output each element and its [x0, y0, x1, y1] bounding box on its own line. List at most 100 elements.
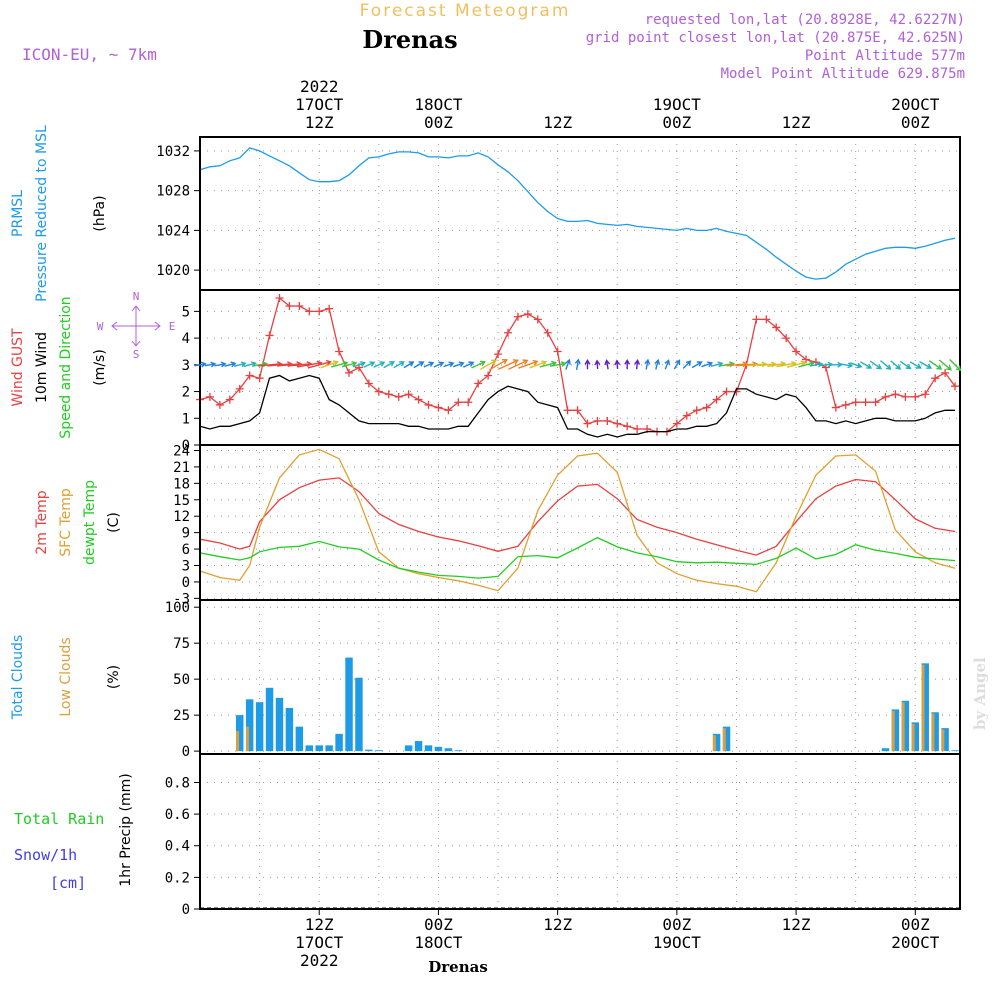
wind-arrow: [664, 359, 671, 370]
wind-arrow: [909, 361, 922, 369]
ytick-label: 0: [182, 575, 190, 591]
gust-marker: [503, 328, 512, 337]
top-time-label: 00Z: [662, 113, 691, 132]
ytick-label: 1020: [156, 263, 190, 279]
ytick-label: 5: [182, 304, 190, 320]
ytick-label: 50: [173, 672, 190, 688]
wind-arrow: [278, 361, 303, 368]
wind-arrow: [890, 360, 902, 370]
footer-location: Drenas: [428, 958, 488, 976]
gust-marker: [911, 392, 920, 401]
gust-marker: [374, 387, 383, 396]
gust-marker: [921, 390, 930, 399]
total-cloud-bar: [375, 750, 383, 752]
wind-arrow: [529, 360, 548, 369]
wind-compass-legend: N S W E: [97, 290, 176, 361]
gust-marker: [484, 371, 493, 380]
wind-arrow: [463, 361, 475, 368]
wind-arrow: [682, 360, 692, 369]
total-cloud-bar: [414, 741, 423, 752]
wind-arrow: [565, 358, 571, 370]
total-cloud-bar: [921, 663, 929, 752]
low-cloud-bar: [911, 723, 915, 752]
gust-marker: [682, 411, 691, 420]
top-time-label: 00Z: [424, 113, 453, 132]
wind-arrow: [307, 359, 332, 369]
ytick-label: 1: [182, 411, 190, 427]
bottom-time-label: 00Z: [662, 915, 691, 934]
total-cloud-bar: [424, 745, 433, 752]
top-time-label: 17OCT: [295, 95, 344, 114]
wind-arrow: [433, 361, 445, 368]
credit-text: by Angel: [971, 657, 989, 730]
gust-marker: [931, 374, 940, 383]
wind-arrow: [849, 362, 863, 369]
wind-arrow: [352, 361, 366, 368]
top-time-label: 18OCT: [414, 95, 463, 114]
wind-arrow: [869, 360, 883, 370]
ytick-label: 1028: [156, 184, 190, 200]
ytick-label: 0: [182, 744, 190, 760]
total-cloud-bar: [255, 702, 264, 752]
axis-label: (%): [106, 665, 122, 689]
gust-marker: [901, 392, 910, 401]
ytick-label: 75: [173, 636, 190, 652]
model-altitude: Model Point Altitude 629.875m: [721, 66, 965, 82]
axis-label: Pressure Reduced to MSL: [34, 125, 50, 302]
gust-marker: [345, 368, 354, 377]
gust-marker: [623, 422, 632, 431]
total-cloud-bar: [712, 733, 721, 752]
gust-marker: [841, 400, 850, 409]
wind-arrow: [574, 358, 581, 371]
wind-arrow: [320, 360, 339, 369]
wind-arrow: [452, 361, 465, 368]
gust-marker: [255, 374, 264, 383]
gust-marker: [235, 384, 244, 393]
wind-arrow: [928, 360, 943, 370]
total-cloud-bar: [891, 709, 900, 752]
compass-west: W: [97, 320, 104, 333]
total-cloud-bar: [931, 712, 939, 752]
total-cloud-bar: [434, 746, 443, 752]
wind-arrow: [614, 359, 621, 369]
wind-arrow: [423, 361, 435, 368]
gust-marker: [941, 368, 950, 377]
ytick-label: 3: [182, 358, 190, 374]
wind-arrow: [214, 361, 227, 368]
gust-marker: [394, 392, 403, 401]
wind-arrow: [443, 361, 455, 368]
gust-marker: [583, 419, 592, 428]
compass-north: N: [133, 290, 140, 303]
wind-arrow: [594, 359, 601, 369]
gust-marker: [275, 294, 284, 303]
axis-label: SFC Temp: [58, 488, 74, 557]
wind-arrow: [403, 361, 415, 369]
low-cloud-bar: [712, 735, 716, 752]
wind-arrow: [691, 361, 703, 369]
ytick-label: 0.4: [165, 839, 190, 855]
top-time-label: 12Z: [305, 113, 334, 132]
bottom-time-label: 20OCT: [891, 933, 940, 952]
panel-wind: 0 1 2 3 4 5 Wind GUST 10m Wind Speed and Directi…: [10, 289, 961, 454]
gust-marker: [335, 347, 344, 356]
low-cloud-bar: [245, 726, 249, 752]
panel-precip: 0 0.2 0.4 0.6 0.8 Total Rain Snow/1h [cm] 1hr Pr…: [14, 753, 961, 918]
total-cloud-bar: [881, 748, 890, 752]
total-cloud-bar: [285, 707, 294, 752]
legend-snow: Snow/1h: [14, 846, 77, 864]
ytick-label: 6: [182, 542, 190, 558]
legend-snow-unit: [cm]: [50, 874, 86, 892]
total-cloud-bar: [325, 745, 333, 752]
ytick-label: 18: [173, 476, 190, 492]
gust-marker: [543, 328, 552, 337]
gust-marker: [782, 334, 791, 343]
bottom-time-label: 12Z: [305, 915, 334, 934]
gust-marker: [831, 403, 840, 412]
panel-clouds: 0 25 50 75 100 Total Clouds Low Clouds (%): [10, 599, 961, 760]
gust-marker: [364, 379, 373, 388]
axis-label: (hPa): [92, 195, 108, 231]
wind-arrow: [673, 359, 681, 370]
axis-label: Speed and Direction: [58, 296, 74, 438]
gust-marker: [533, 315, 542, 324]
